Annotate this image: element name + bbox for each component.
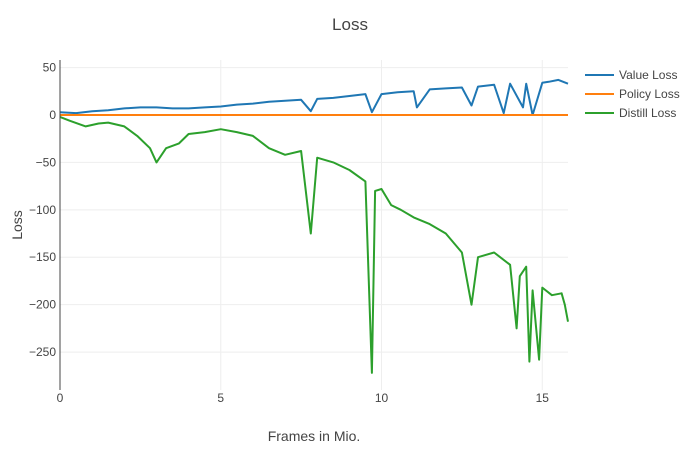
distill-loss-legend-label: Distill Loss	[619, 106, 676, 120]
chart-title: Loss	[332, 15, 368, 34]
x-axis-label: Frames in Mio.	[268, 428, 361, 444]
y-axis-label: Loss	[9, 210, 25, 240]
policy-loss-legend-label: Policy Loss	[619, 87, 680, 101]
y-tick-label: −100	[29, 203, 56, 217]
x-tick-label: 10	[375, 391, 389, 405]
y-tick-label: −50	[36, 155, 57, 169]
x-tick-label: 0	[57, 391, 64, 405]
legend: Value Loss Policy Loss Distill Loss	[585, 68, 680, 120]
plot-series	[59, 78, 569, 374]
value-loss-legend-label: Value Loss	[619, 68, 677, 82]
y-tick-label: 50	[43, 61, 57, 75]
y-tick-label: −200	[29, 298, 56, 312]
x-tick-label: 5	[217, 391, 224, 405]
x-tick-labels: 0 5 10 15	[57, 391, 550, 405]
y-tick-label: −150	[29, 250, 56, 264]
value-loss-line	[59, 78, 569, 116]
distill-loss-line	[59, 115, 569, 374]
x-tick-label: 15	[536, 391, 550, 405]
grid-lines	[60, 60, 568, 390]
y-tick-labels: 50 0 −50 −100 −150 −200 −250	[29, 61, 56, 359]
y-tick-label: 0	[49, 108, 56, 122]
y-tick-label: −250	[29, 345, 56, 359]
